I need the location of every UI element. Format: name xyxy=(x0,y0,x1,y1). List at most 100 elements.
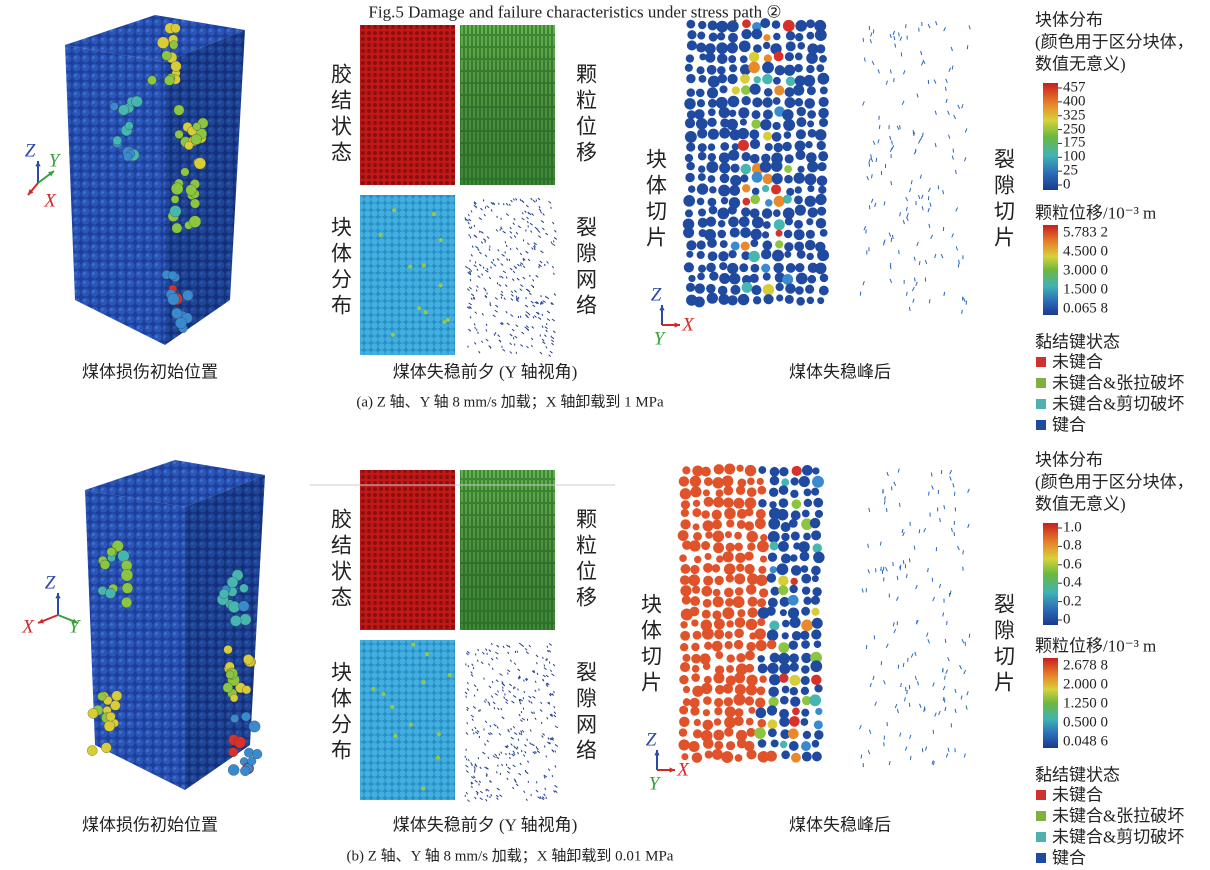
legend-swatch xyxy=(1036,832,1046,842)
crack-slice-mark xyxy=(927,23,931,29)
crack-mark xyxy=(474,726,477,730)
colorbar xyxy=(1043,225,1058,315)
crack-slice-mark xyxy=(951,527,953,533)
slice-particle xyxy=(732,596,745,609)
slice-particle xyxy=(701,541,711,551)
crack-slice-mark xyxy=(914,675,918,681)
cube-damage-particle xyxy=(105,587,116,599)
crack-slice-mark xyxy=(940,253,944,259)
slice-particle xyxy=(724,507,736,520)
slice-particle xyxy=(694,109,705,120)
slice-particle xyxy=(686,110,696,120)
cube-damage-particle xyxy=(171,307,183,319)
colorbar-label: 400 xyxy=(1063,93,1086,110)
crack-slice-mark xyxy=(923,527,927,533)
slice-particle xyxy=(730,163,740,173)
crack-mark xyxy=(474,311,478,315)
crack-mark xyxy=(513,265,517,269)
slice-particle xyxy=(737,139,749,151)
crack-mark xyxy=(485,329,488,332)
slice-particle xyxy=(782,141,792,152)
slice-particle xyxy=(785,76,796,87)
legend-swatch xyxy=(1036,811,1046,821)
slice-particle xyxy=(718,184,731,197)
slice-particle xyxy=(722,475,734,487)
slice-particle xyxy=(713,718,722,726)
crack-mark xyxy=(547,737,550,740)
slice-particle xyxy=(712,596,724,608)
slice-particle xyxy=(761,231,770,239)
crack-mark xyxy=(495,794,499,798)
crack-slice-mark xyxy=(873,635,876,640)
slice-particle xyxy=(689,540,701,552)
legend-entry: 键合 xyxy=(1052,415,1086,435)
slice-particle xyxy=(683,195,696,207)
legend-title: (颜色用于区分块体， xyxy=(1035,472,1194,492)
crack-slice-mark xyxy=(939,583,942,589)
crack-mark xyxy=(501,763,504,767)
slice-particle xyxy=(759,555,768,563)
crack-mark xyxy=(507,651,510,655)
slice-particle xyxy=(698,208,707,217)
slice-particle xyxy=(758,498,767,508)
cube-damage-particle xyxy=(170,195,180,204)
crack-slice-mark xyxy=(877,69,880,74)
crack-mark xyxy=(539,351,543,355)
crack-mark xyxy=(512,750,515,754)
crack-mark xyxy=(526,220,529,224)
slice-particle xyxy=(739,55,748,64)
crack-slice-mark xyxy=(947,110,950,116)
crack-mark xyxy=(488,703,491,706)
crack-mark xyxy=(526,738,529,741)
crack-mark xyxy=(511,700,515,704)
crack-mark xyxy=(470,762,473,765)
slice-particle xyxy=(768,487,779,498)
slice-particle xyxy=(811,751,822,762)
crack-mark xyxy=(486,205,490,209)
crack-mark xyxy=(472,297,475,300)
cube-damage-particle xyxy=(227,764,240,776)
crack-slice-mark xyxy=(968,633,971,638)
slice-particle xyxy=(702,598,712,608)
slice-particle xyxy=(781,685,790,694)
slice-particle xyxy=(737,127,749,140)
block-spot xyxy=(438,283,443,288)
crack-slice-mark xyxy=(927,567,929,573)
crack-slice-mark xyxy=(958,259,960,264)
crack-mark xyxy=(490,695,494,698)
slice-particle xyxy=(680,519,691,530)
crack-mark xyxy=(501,681,504,684)
slice-particle xyxy=(724,631,733,639)
slice-particle xyxy=(769,466,780,477)
crack-slice-mark xyxy=(957,104,961,110)
slice-particle xyxy=(769,566,777,574)
slice-particle xyxy=(737,293,750,306)
slice-particle xyxy=(736,653,746,663)
crack-slice-mark xyxy=(945,98,948,103)
crack-mark xyxy=(478,263,482,267)
crack-slice-mark xyxy=(867,569,870,574)
block-spot xyxy=(371,686,376,691)
slice-particle xyxy=(736,520,746,529)
slice-particle xyxy=(691,653,701,664)
crack-mark xyxy=(473,296,476,300)
slice-particle xyxy=(727,262,739,275)
slice-particle xyxy=(789,584,798,594)
slice-particle xyxy=(747,573,759,585)
crack-mark xyxy=(499,673,503,676)
slice-particle xyxy=(726,118,738,131)
crack-mark xyxy=(480,661,484,665)
slice-particle xyxy=(707,152,717,162)
slice-particle xyxy=(759,675,767,683)
crack-mark xyxy=(554,790,558,793)
slice-particle xyxy=(789,716,800,727)
slice-particle xyxy=(685,172,695,183)
slice-particle xyxy=(678,476,690,487)
slice-particle xyxy=(751,187,760,196)
slice-particle xyxy=(801,751,812,762)
slice-particle xyxy=(814,684,823,693)
crack-slice-mark xyxy=(918,194,921,200)
slice-particle xyxy=(679,662,691,673)
crack-mark xyxy=(465,732,469,735)
